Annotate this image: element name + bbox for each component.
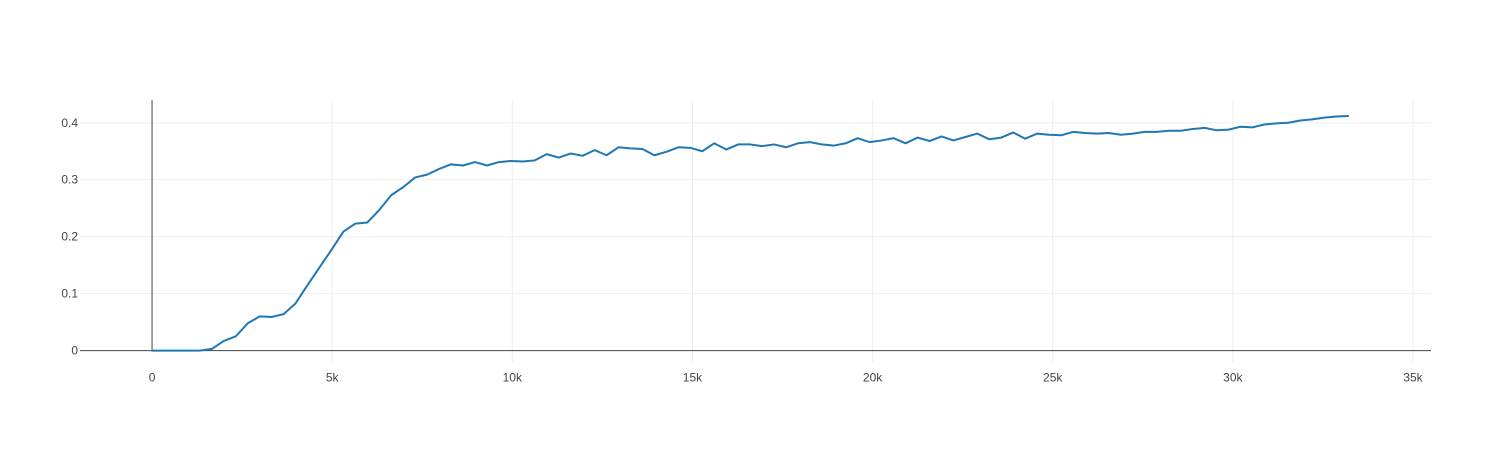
x-tick-label: 0: [149, 371, 156, 385]
y-tick-label: 0.4: [61, 116, 78, 130]
x-tick-label: 20k: [863, 371, 883, 385]
y-tick-label: 0.1: [61, 287, 78, 301]
series-line: [151, 114, 1350, 352]
series-layer: [151, 114, 1350, 352]
axis-layer: [80, 100, 1431, 352]
x-tick-label: 25k: [1043, 371, 1063, 385]
x-tick-label: 5k: [326, 371, 340, 385]
y-tick-label: 0.3: [61, 173, 78, 187]
y-tick-label: 0: [71, 344, 78, 358]
y-tick-label: 0.2: [61, 230, 78, 244]
x-tick-label: 30k: [1223, 371, 1243, 385]
x-tick-label: 15k: [683, 371, 703, 385]
x-tick-label: 10k: [503, 371, 523, 385]
x-tick-label: 35k: [1403, 371, 1423, 385]
grid-layer: [80, 100, 1431, 362]
tick-label-layer: 0 0.1 0.2 0.3 0.4 0 5k 10k 15k 20k 25k 30k 35k: [61, 116, 1423, 385]
